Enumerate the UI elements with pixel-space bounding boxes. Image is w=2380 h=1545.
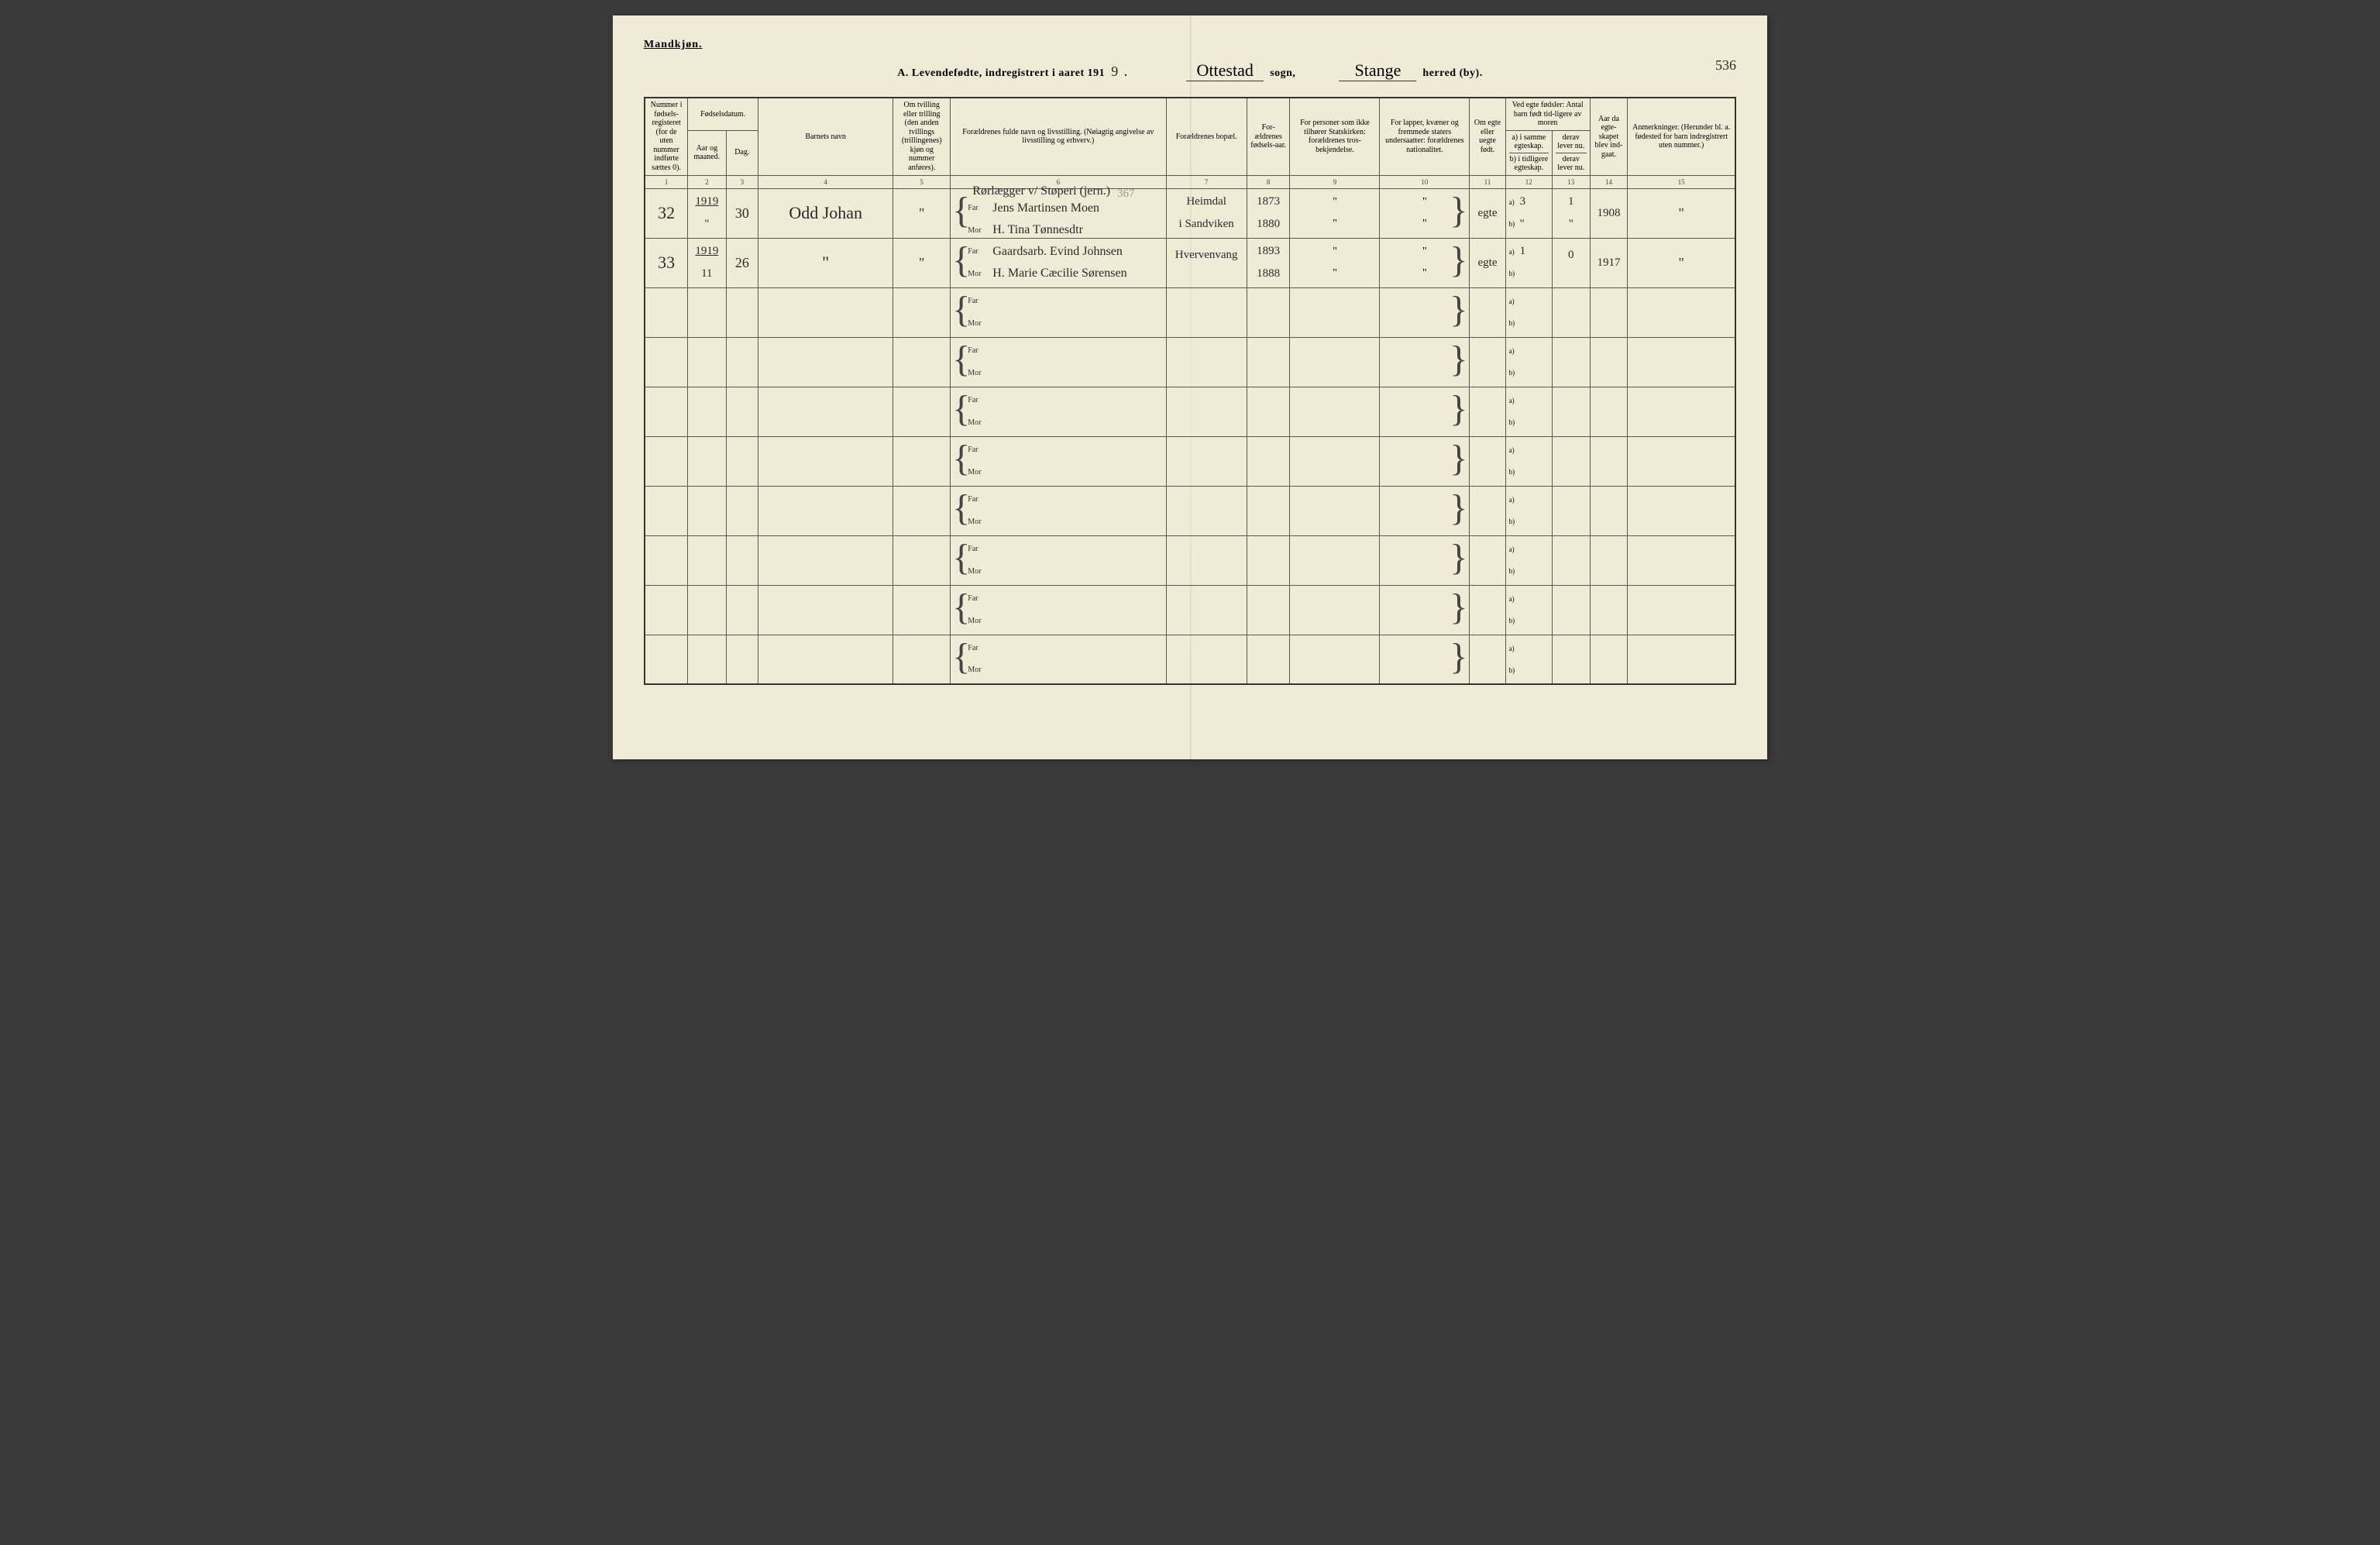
hdr-col12-top: Ved egte fødsler: Antal barn født tid-li… — [1505, 98, 1590, 130]
mor-label: Mor — [968, 226, 988, 235]
father-birthyear: 1893 — [1250, 245, 1287, 258]
herred-label: herred (by). — [1422, 67, 1482, 80]
far-label: Far — [968, 204, 988, 212]
birth-month: 11 — [691, 267, 722, 280]
hdr-col9: For personer som ikke tilhører Statskirk… — [1290, 98, 1380, 175]
religion-mor: " — [1293, 218, 1376, 230]
hdr-col10: For lapper, kvæner og fremmede staters u… — [1380, 98, 1470, 175]
mother-name: H. Marie Cæcilie Sørensen — [992, 267, 1126, 280]
twin-status: " — [919, 255, 924, 270]
hdr-col2b: Dag. — [726, 130, 758, 175]
residence-far: Heimdal — [1170, 195, 1243, 208]
table-row: { Far Mor } a) b) — [645, 287, 1735, 337]
entry-number: 33 — [658, 253, 675, 272]
hdr-col8: For-ældrenes fødsels-aar. — [1247, 98, 1290, 175]
parents-cell: { 367 Rørlægger v/ Støperi (jern.) FarJe… — [951, 188, 1166, 238]
table-row: { Far Mor } a) b) — [645, 635, 1735, 684]
prior-births-cell: a)3 b)" — [1505, 188, 1552, 238]
page-number: 536 — [1715, 57, 1736, 74]
child-name: " — [822, 253, 829, 272]
column-number-row: 1 2 3 4 5 6 7 8 9 10 11 12 13 14 15 — [645, 175, 1735, 188]
table-row: { Far Mor } a) b) — [645, 486, 1735, 535]
year-suffix: 9 — [1111, 64, 1118, 80]
father-name: Jens Martinsen Moen — [992, 201, 1099, 215]
title-line: A. Levendefødte, indregistrert i aaret 1… — [644, 60, 1736, 81]
hdr-col2a: Aar og maaned. — [688, 130, 726, 175]
table-row: { Far Mor } a) b) — [645, 436, 1735, 486]
sogn-value: Ottestad — [1186, 60, 1264, 81]
hdr-col15: Anmerkninger. (Herunder bl. a. fødested … — [1628, 98, 1735, 175]
birth-year: 1919 — [691, 245, 722, 258]
legitimacy: egte — [1478, 256, 1498, 269]
parents-cell: { FarGaardsarb. Evind Johnsen MorH. Mari… — [951, 238, 1166, 287]
birth-day: 26 — [735, 255, 749, 270]
far-label: Far — [968, 247, 988, 256]
twin-status: " — [919, 205, 924, 221]
hdr-col4: Barnets navn — [758, 98, 893, 175]
birth-year: 1919 — [691, 195, 722, 208]
births-same-marriage: 1 — [1520, 245, 1526, 258]
religion-far: " — [1293, 196, 1376, 208]
table-row: 32 1919 " 30 Odd Johan " { 367 Rørlægger… — [645, 188, 1735, 238]
religion-far: " — [1293, 246, 1376, 258]
hdr-col11: Om egte eller uegte født. — [1470, 98, 1505, 175]
table-header: Nummer i fødsels-registeret (for de uten… — [645, 98, 1735, 188]
mother-name: H. Tina Tønnesdtr — [992, 223, 1083, 237]
marriage-year: 1917 — [1597, 256, 1620, 269]
mother-birthyear: 1880 — [1250, 218, 1287, 231]
hdr-col12a: a) i samme egteskap. b) i tidligere egte… — [1505, 130, 1552, 175]
hdr-col14: Aar da egte-skapet blev ind-gaat. — [1590, 98, 1628, 175]
birth-day: 30 — [735, 205, 749, 221]
table-body: 32 1919 " 30 Odd Johan " { 367 Rørlægger… — [645, 188, 1735, 684]
father-birthyear: 1873 — [1250, 195, 1287, 208]
hdr-col2-top: Fødselsdatum. — [688, 98, 758, 130]
sogn-label: sogn, — [1270, 67, 1295, 80]
residence-far: Hvervenvang — [1170, 249, 1243, 262]
births-same-marriage: 3 — [1520, 195, 1526, 208]
father-name: Gaardsarb. Evind Johnsen — [992, 245, 1123, 259]
herred-value: Stange — [1339, 60, 1416, 81]
living-a: 1 — [1556, 195, 1587, 208]
hdr-col6: Forældrenes fulde navn og livsstilling. … — [951, 98, 1166, 175]
title-prefix: A. Levendefødte, indregistrert i aaret 1… — [897, 67, 1105, 80]
religion-mor: " — [1293, 267, 1376, 280]
mor-label: Mor — [968, 270, 988, 278]
legitimacy: egte — [1478, 207, 1498, 219]
remarks: " — [1678, 205, 1684, 221]
mother-birthyear: 1888 — [1250, 267, 1287, 280]
prior-births-cell: a)1 b) — [1505, 238, 1552, 287]
entry-number: 32 — [658, 203, 675, 222]
residence-mor: i Sandviken — [1170, 218, 1243, 231]
table-row: { Far Mor } a) b) — [645, 387, 1735, 436]
hdr-col1: Nummer i fødsels-registeret (for de uten… — [645, 98, 688, 175]
table-row: { Far Mor } a) b) — [645, 337, 1735, 387]
table-row: 33 1919 11 26 " " { FarGaardsarb. Evind … — [645, 238, 1735, 287]
register-page: Mandkjøn. A. Levendefødte, indregistrert… — [613, 15, 1767, 759]
hdr-col7: Forældrenes bopæl. — [1166, 98, 1247, 175]
hdr-col5: Om tvilling eller trilling (den anden tv… — [893, 98, 951, 175]
pencil-note: 367 — [1117, 188, 1135, 201]
table-row: { Far Mor } a) b) — [645, 585, 1735, 635]
register-table: Nummer i fødsels-registeret (for de uten… — [644, 97, 1736, 685]
table-row: { Far Mor } a) b) — [645, 535, 1735, 585]
marriage-year: 1908 — [1597, 207, 1620, 219]
remarks: " — [1678, 255, 1684, 270]
gender-heading: Mandkjøn. — [644, 39, 1736, 51]
living-b: " — [1556, 218, 1587, 231]
living-a: 0 — [1556, 249, 1587, 262]
hdr-col13: derav lever nu. derav lever nu. — [1552, 130, 1590, 175]
birth-month: " — [691, 218, 722, 231]
births-prior-marriage: " — [1520, 218, 1525, 231]
child-name: Odd Johan — [789, 203, 862, 222]
